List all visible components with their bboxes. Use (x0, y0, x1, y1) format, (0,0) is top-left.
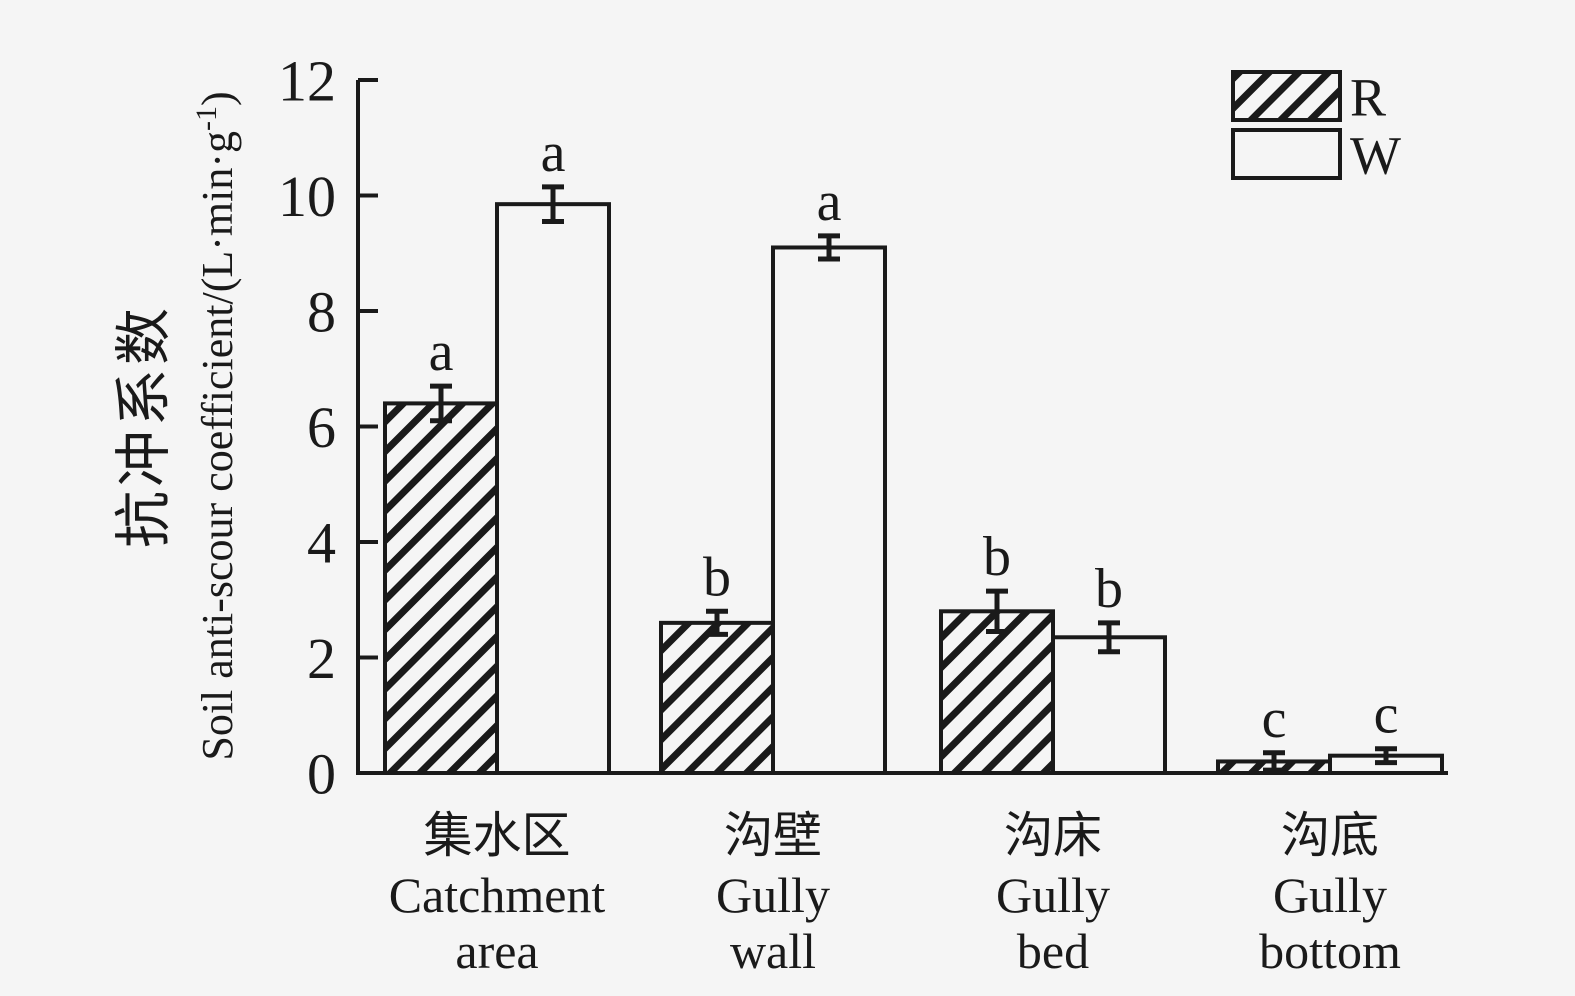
bar-w-catchment-area (495, 202, 611, 776)
x-label-en2-gully-bed: bed (1017, 923, 1089, 979)
y-tick-label-0: 0 (307, 741, 336, 806)
sig-letter-w-gully-bottom: c (1374, 684, 1399, 746)
error-bar-r-gully-bed (986, 588, 1008, 635)
y-tick-label-4: 4 (307, 510, 336, 575)
sig-letter-r-gully-bed: b (983, 526, 1011, 588)
bar-r-gully-wall (659, 620, 775, 775)
error-bar-r-catchment-area (430, 383, 452, 424)
x-label-zh-catchment-area: 集水区 (423, 808, 570, 863)
error-bar-w-gully-bottom (1375, 746, 1397, 766)
sig-letter-r-gully-bottom: c (1262, 688, 1287, 750)
x-label-en1-gully-wall: Gully (716, 867, 830, 923)
x-label-en1-gully-bottom: Gully (1273, 867, 1387, 923)
legend-label-w: W (1350, 125, 1401, 185)
legend-label-r: R (1350, 67, 1386, 127)
sig-letter-r-catchment-area: a (429, 321, 454, 383)
sig-letter-w-gully-bed: b (1095, 558, 1123, 620)
y-tick-label-12: 12 (278, 48, 336, 113)
sig-letter-r-gully-wall: b (703, 546, 731, 608)
x-label-zh-gully-bottom: 沟底 (1281, 808, 1379, 863)
bar-r-gully-bed (939, 609, 1055, 775)
error-bar-w-gully-wall (818, 233, 840, 262)
y-axis-label-zh: 抗冲系数 (113, 304, 176, 548)
y-axis-label-en: Soil anti-scour coefficient/(L·min·g-1) (190, 91, 242, 760)
x-label-zh-gully-wall: 沟壁 (724, 808, 822, 863)
x-label-en1-gully-bed: Gully (996, 867, 1110, 923)
error-bar-r-gully-bottom (1263, 750, 1285, 773)
legend-swatch-w (1231, 128, 1342, 180)
x-label-en1-catchment-area: Catchment (389, 867, 606, 923)
x-label-en2-gully-wall: wall (730, 923, 816, 979)
x-label-en2-catchment-area: area (455, 923, 538, 979)
y-tick-label-2: 2 (307, 626, 336, 691)
x-label-en2-gully-bottom: bottom (1259, 923, 1401, 979)
x-label-zh-gully-bed: 沟床 (1004, 808, 1102, 863)
bar-w-gully-wall (771, 245, 887, 776)
error-bar-w-catchment-area (542, 184, 564, 224)
sig-letter-w-catchment-area: a (541, 122, 566, 184)
legend: RW (1231, 67, 1401, 185)
y-tick-label-6: 6 (307, 395, 336, 460)
bar-r-catchment-area (383, 401, 499, 775)
error-bar-r-gully-wall (706, 608, 728, 637)
y-tick-label-8: 8 (307, 279, 336, 344)
bar-w-gully-bed (1051, 635, 1167, 775)
error-bar-w-gully-bed (1098, 620, 1120, 655)
y-tick-label-10: 10 (278, 164, 336, 229)
sig-letter-w-gully-wall: a (817, 171, 842, 233)
legend-swatch-r (1231, 70, 1342, 122)
